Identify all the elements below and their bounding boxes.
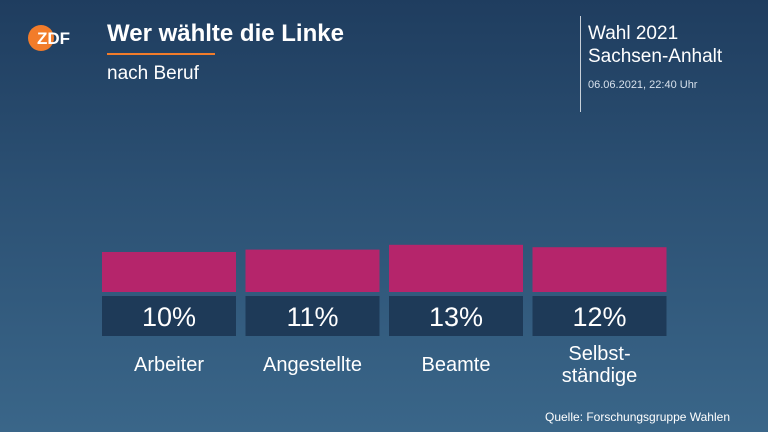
header-divider: [580, 16, 581, 112]
election-region: Sachsen-Anhalt: [588, 46, 723, 67]
bar-2: [245, 249, 380, 292]
value-label-4: 12%: [572, 302, 626, 332]
category-label-3: Beamte: [422, 354, 491, 376]
value-label-2: 11%: [286, 302, 338, 332]
value-box-1: [102, 296, 236, 336]
bar-1: [102, 252, 236, 292]
election-year: Wahl 2021: [588, 23, 679, 44]
logo-text: ZDF: [37, 29, 70, 48]
value-box-4: [532, 296, 667, 336]
chart-title: Wer wählte die Linke: [107, 20, 344, 47]
chart-subtitle: nach Beruf: [107, 63, 199, 84]
source-note: Quelle: Forschungsgruppe Wahlen: [545, 410, 730, 424]
value-label-1: 10%: [142, 302, 196, 332]
category-label-1: Arbeiter: [134, 354, 204, 376]
timestamp: 06.06.2021, 22:40 Uhr: [588, 79, 698, 91]
value-box-3: [389, 296, 523, 336]
zdf-logo: ZDF: [28, 25, 70, 51]
title-underline: [107, 53, 215, 55]
category-label-2: Angestellte: [263, 354, 362, 376]
bar-3: [389, 244, 523, 292]
bar-4: [532, 247, 667, 292]
election-info: Wahl 2021 Sachsen-Anhalt: [588, 22, 722, 68]
value-label-3: 13%: [429, 302, 483, 332]
value-box-2: [245, 296, 380, 336]
category-label-4-line-1: Selbst-: [568, 343, 630, 365]
category-label-4-line-2: ständige: [562, 365, 638, 387]
